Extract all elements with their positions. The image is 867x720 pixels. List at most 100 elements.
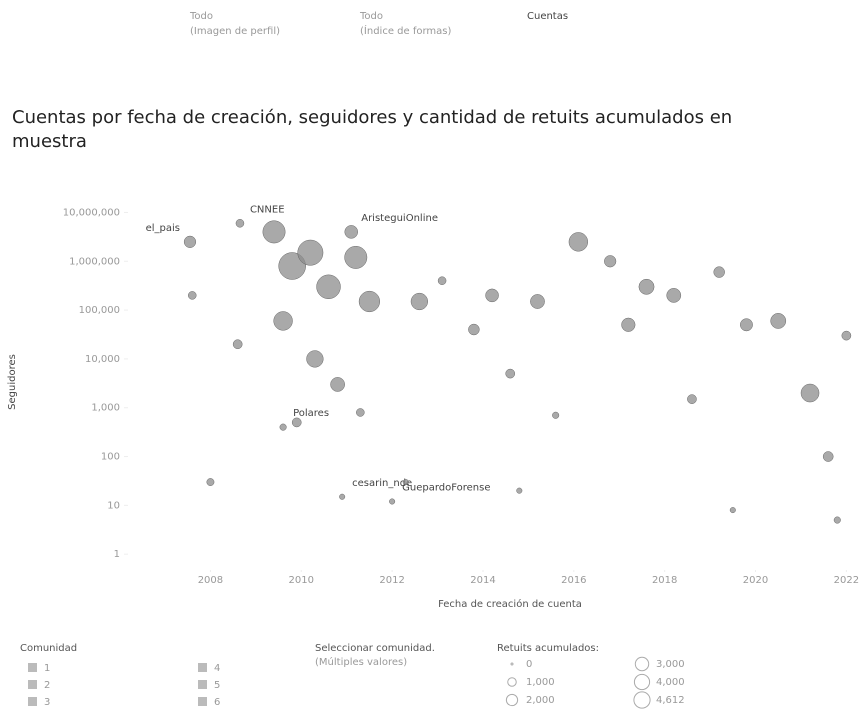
point-label: AristeguiOnline (361, 213, 438, 224)
legend-swatch (198, 680, 207, 689)
point (841, 330, 852, 341)
legend-swatch (198, 663, 207, 672)
point (833, 516, 841, 524)
point (485, 288, 499, 303)
point (621, 317, 636, 332)
size-legend-circle (510, 662, 514, 666)
point-label: CNNEE (250, 204, 285, 215)
point (740, 318, 753, 332)
size-legend-label: 3,000 (656, 659, 685, 670)
x-tick-label: 2022 (834, 575, 859, 586)
filter-caption: (Índice de formas) (360, 24, 451, 37)
legend-swatch (198, 697, 207, 706)
point (316, 274, 341, 300)
point (516, 487, 523, 494)
point-label: el_pais (146, 223, 180, 234)
point (530, 294, 545, 309)
filter-value[interactable]: Cuentas (527, 11, 568, 22)
x-tick-label: 2012 (379, 575, 404, 586)
point (800, 383, 820, 403)
size-legend-circle (633, 673, 651, 691)
size-legend-circle (633, 691, 651, 709)
point (297, 239, 324, 266)
point (552, 411, 560, 419)
x-tick-label: 2008 (198, 575, 223, 586)
point (273, 311, 293, 331)
size-legend-circle (507, 677, 517, 687)
x-tick-label: 2020 (743, 575, 768, 586)
size-legend-title: Retuits acumulados: (497, 643, 599, 654)
point (330, 377, 345, 392)
point (344, 225, 358, 239)
point (188, 291, 197, 300)
y-tick-label: 10,000,000 (63, 207, 120, 218)
point (604, 255, 617, 268)
point (729, 507, 736, 514)
filter-value[interactable]: Todo (359, 11, 383, 22)
legend-label: 1 (44, 663, 50, 674)
y-tick-label: 1,000,000 (69, 256, 120, 267)
x-tick-label: 2014 (470, 575, 495, 586)
size-legend-label: 4,612 (656, 695, 685, 706)
point (568, 232, 589, 252)
y-tick-label: 100 (101, 452, 120, 463)
y-tick-label: 10 (107, 500, 120, 511)
point (291, 417, 302, 428)
point (339, 493, 346, 500)
point (638, 278, 655, 295)
x-tick-label: 2010 (289, 575, 314, 586)
size-legend-label: 1,000 (526, 677, 555, 688)
point (770, 313, 787, 329)
point (306, 350, 324, 368)
legend-label: 2 (44, 680, 50, 691)
point (183, 235, 197, 248)
size-legend-circle (505, 693, 519, 707)
filter-caption: (Imagen de perfil) (190, 26, 280, 37)
legend-title: Comunidad (20, 643, 77, 654)
y-axis-label: Seguidores (7, 354, 18, 410)
x-tick-label: 2016 (561, 575, 586, 586)
selector-title: Seleccionar comunidad. (315, 643, 435, 654)
point (356, 408, 365, 417)
legend-label: 5 (214, 680, 220, 691)
point (713, 266, 725, 278)
y-tick-label: 10,000 (85, 354, 120, 365)
size-legend-circle (634, 656, 650, 672)
point (206, 478, 215, 486)
point (279, 423, 287, 431)
legend-label: 6 (214, 697, 220, 708)
point (389, 498, 396, 505)
legend-swatch (28, 680, 37, 689)
point (437, 276, 447, 285)
legend-swatch (28, 697, 37, 706)
point (822, 451, 834, 462)
point-label: Polares (293, 408, 329, 419)
point (402, 479, 409, 486)
point (262, 220, 286, 244)
point (232, 339, 243, 350)
selector-value[interactable]: (Múltiples valores) (315, 656, 407, 668)
y-tick-label: 100,000 (79, 305, 120, 316)
point (687, 394, 697, 404)
legend-label: 3 (44, 697, 50, 708)
point (344, 245, 368, 269)
point (358, 290, 380, 313)
x-axis-label: Fecha de creación de cuenta (438, 598, 582, 610)
y-tick-label: 1 (114, 549, 120, 560)
point-label: GuepardoForense (402, 482, 490, 493)
point (505, 368, 516, 379)
point (666, 288, 682, 303)
filter-value[interactable]: Todo (189, 11, 213, 22)
size-legend-label: 4,000 (656, 677, 685, 688)
point (410, 292, 428, 311)
x-tick-label: 2018 (652, 575, 677, 586)
point (468, 323, 480, 336)
legend-label: 4 (214, 663, 220, 674)
chart-title: Cuentas por fecha de creación, seguidore… (12, 107, 732, 152)
size-legend-label: 2,000 (526, 695, 555, 706)
legend-swatch (28, 663, 37, 672)
y-tick-label: 1,000 (91, 403, 120, 414)
point-label: cesarin_nde (352, 478, 412, 489)
size-legend-label: 0 (526, 659, 532, 670)
